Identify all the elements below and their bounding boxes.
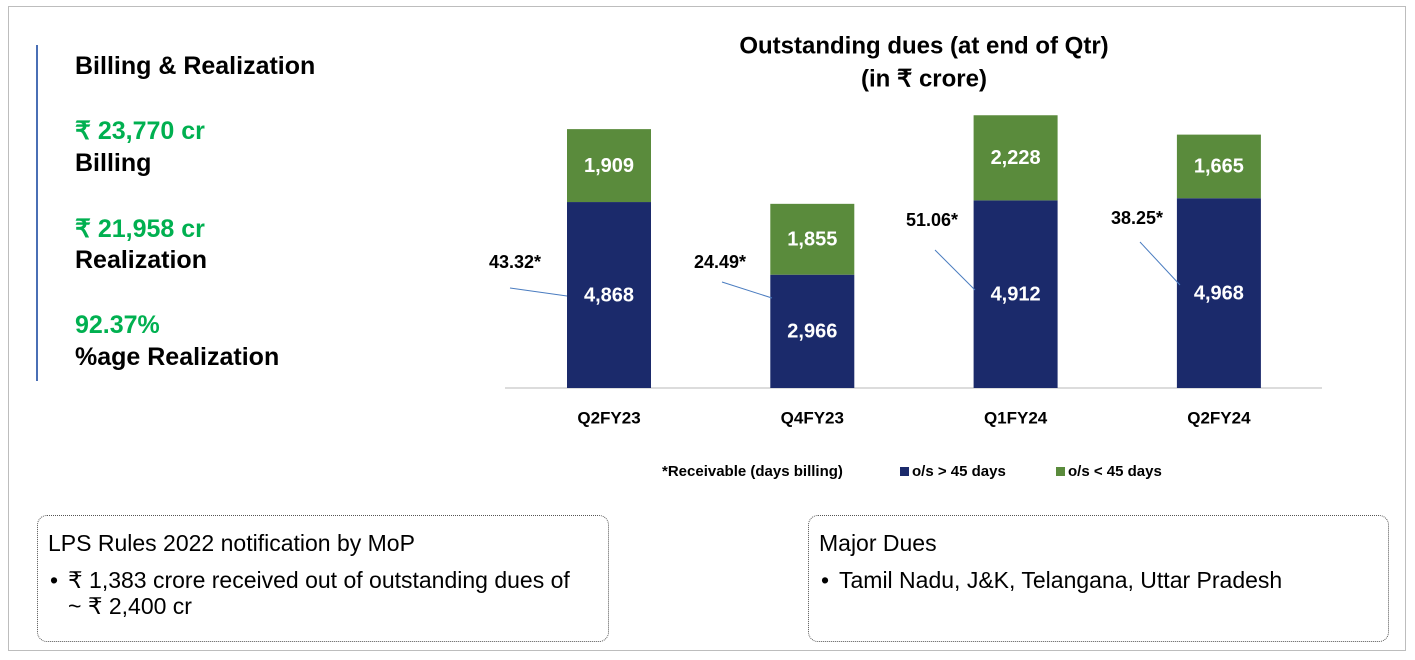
- x-tick-label: Q2FY24: [1187, 408, 1251, 427]
- value-label: 4,912: [991, 283, 1041, 305]
- value-label: 1,855: [787, 229, 837, 251]
- bar-segment: [567, 202, 651, 388]
- legend-swatch: [1056, 467, 1065, 476]
- bar-segment: [1176, 198, 1261, 388]
- metric-value: ₹ 21,958 cr: [75, 215, 205, 243]
- chart: Outstanding dues (at end of Qtr) (in ₹ c…: [489, 32, 1322, 480]
- metric-value: ₹ 23,770 cr: [75, 117, 205, 145]
- value-label: 2,966: [787, 321, 837, 343]
- chart-subtitle: (in ₹ crore): [861, 65, 987, 92]
- metric-label: Realization: [75, 246, 207, 274]
- annotation-label: 38.25*: [1111, 208, 1163, 228]
- box-title: LPS Rules 2022 notification by MoP: [48, 530, 415, 556]
- bar-segment: [973, 115, 1058, 201]
- box-title: Major Dues: [819, 530, 937, 556]
- leader-line: [509, 287, 568, 297]
- bar-segment: [1176, 134, 1261, 199]
- panel-title: Billing & Realization: [75, 52, 316, 80]
- bar-segment: [770, 203, 855, 275]
- annotation-label: 24.49*: [694, 252, 746, 272]
- info-box: LPS Rules 2022 notification by MoP ₹ 1,3…: [37, 515, 609, 642]
- legend-note: *Receivable (days billing): [662, 463, 843, 480]
- metric-label: Billing: [75, 149, 152, 177]
- x-tick-label: Q2FY23: [577, 408, 640, 427]
- box-bullet: Tamil Nadu, J&K, Telangana, Uttar Prades…: [819, 567, 1378, 593]
- value-label: 1,665: [1194, 156, 1244, 178]
- slide-frame: [8, 6, 1406, 651]
- annotation-label: 43.32*: [489, 252, 541, 272]
- value-label: 1,909: [584, 155, 634, 177]
- legend-swatch: [900, 467, 909, 476]
- bar-segment: [973, 200, 1058, 388]
- x-tick-label: Q1FY24: [984, 408, 1048, 427]
- box-bullet: ₹ 1,383 crore received out of outstandin…: [48, 567, 588, 619]
- info-box: Major Dues Tamil Nadu, J&K, Telangana, U…: [808, 515, 1389, 642]
- leader-line: [934, 249, 976, 291]
- leader-line: [721, 281, 773, 299]
- chart-title: Outstanding dues (at end of Qtr): [739, 32, 1108, 59]
- metric-label: %age Realization: [75, 343, 280, 371]
- x-tick-label: Q4FY23: [781, 408, 844, 427]
- value-label: 4,868: [584, 284, 634, 306]
- bar-segment: [770, 274, 855, 388]
- leader-line: [1139, 241, 1181, 286]
- value-label: 2,228: [991, 147, 1041, 169]
- bar-segment: [567, 129, 651, 203]
- metric-value: 92.37%: [75, 311, 160, 339]
- panel-rule: [36, 45, 38, 381]
- value-label: 4,968: [1194, 282, 1244, 304]
- legend-label: o/s > 45 days: [912, 463, 1006, 480]
- legend-label: o/s < 45 days: [1068, 463, 1162, 480]
- annotation-label: 51.06*: [906, 210, 958, 230]
